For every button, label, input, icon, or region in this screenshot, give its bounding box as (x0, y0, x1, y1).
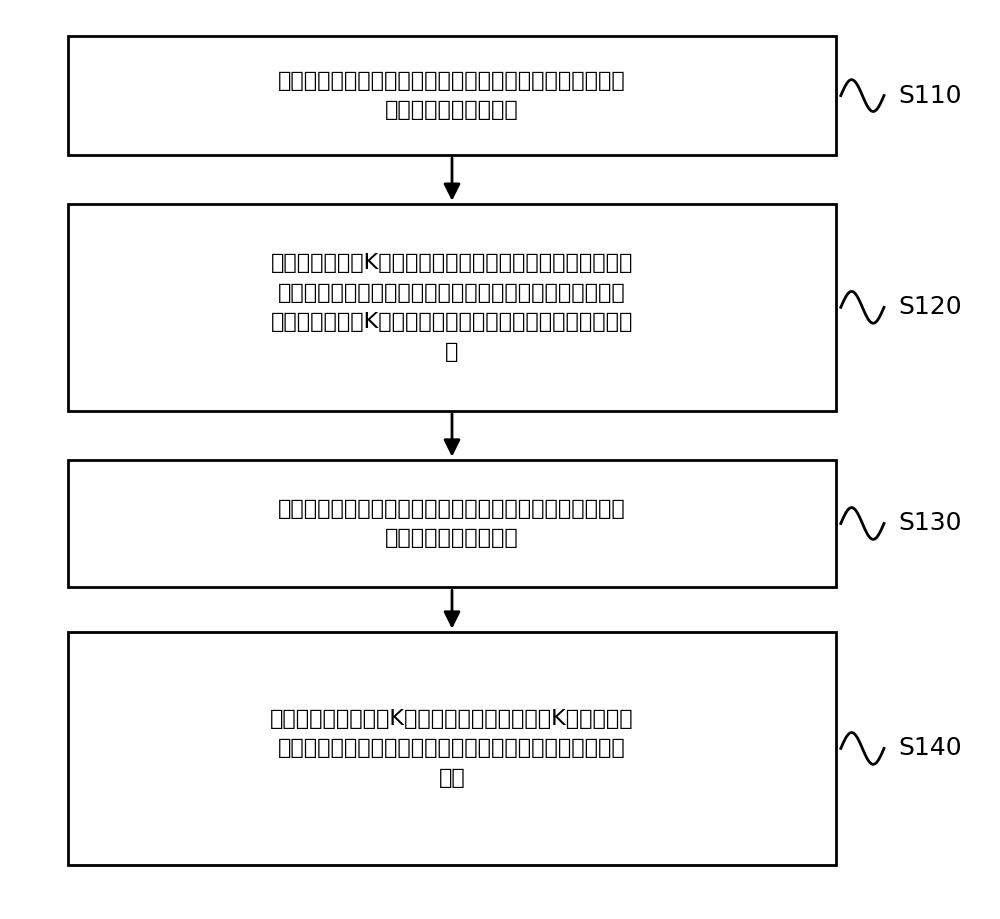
FancyBboxPatch shape (68, 631, 836, 866)
FancyBboxPatch shape (68, 36, 836, 155)
Text: S120: S120 (898, 295, 962, 319)
Text: 获取待处理的欠采样K空间数据，将所述欠采样K空间数据输
入至所述基于所述用于磁共振成像的网络模型，生成磁共振
图像: 获取待处理的欠采样K空间数据，将所述欠采样K空间数据输 入至所述基于所述用于磁共… (270, 709, 634, 788)
FancyBboxPatch shape (68, 460, 836, 587)
FancyBboxPatch shape (68, 204, 836, 411)
Text: S110: S110 (898, 84, 962, 108)
Text: 将样本的欠采样K空间数据输入至所述初始网络模型中，得到
网络模型的输出磁共振图像，根据所述输出磁共振图像和所
述样本的全采样K空间数据生成的标准磁共振图像确定损: 将样本的欠采样K空间数据输入至所述初始网络模型中，得到 网络模型的输出磁共振图像… (271, 253, 633, 362)
Text: 根据所述损失函数调节所述初始网络模型中权重，生成用于
磁共振成像的网络模型: 根据所述损失函数调节所述初始网络模型中权重，生成用于 磁共振成像的网络模型 (278, 499, 626, 549)
Text: S130: S130 (898, 512, 962, 536)
Text: 根据磁共振成像的原始模型和用于求解所述原始模型的迭代
算法建立初始网络模型: 根据磁共振成像的原始模型和用于求解所述原始模型的迭代 算法建立初始网络模型 (278, 71, 626, 120)
Text: S140: S140 (898, 736, 962, 760)
